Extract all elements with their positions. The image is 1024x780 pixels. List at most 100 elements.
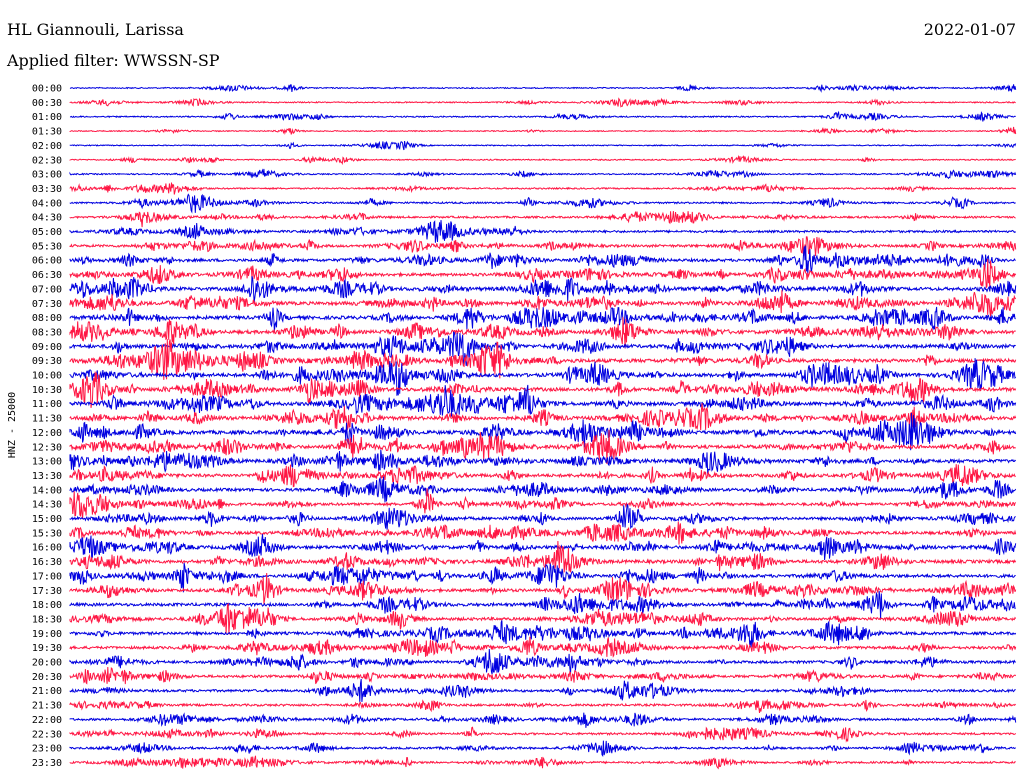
- tick-label-0430: 04:30: [32, 213, 62, 224]
- trace-1600: [69, 534, 1017, 561]
- trace-2330: [69, 755, 1016, 770]
- tick-label-0800: 08:00: [32, 313, 62, 324]
- trace-1100: [69, 384, 1017, 418]
- trace-0130: [69, 126, 1017, 136]
- tick-label-1730: 17:30: [32, 586, 62, 597]
- trace-0800: [69, 306, 1016, 332]
- trace-0600: [69, 245, 1016, 275]
- trace-2200: [69, 712, 1017, 728]
- trace-0930: [69, 339, 1017, 380]
- trace-2300: [69, 740, 1016, 757]
- tick-label-0000: 00:00: [32, 84, 62, 95]
- tick-label-0200: 02:00: [32, 141, 62, 152]
- trace-0330: [69, 182, 1017, 195]
- trace-1700: [69, 562, 1016, 593]
- trace-0430: [69, 211, 1016, 228]
- tick-label-0930: 09:30: [32, 356, 62, 367]
- tick-label-0730: 07:30: [32, 299, 62, 310]
- tick-label-1100: 11:00: [32, 399, 62, 410]
- tick-label-2230: 22:30: [32, 729, 62, 740]
- trace-0500: [69, 220, 1017, 243]
- tick-label-2130: 21:30: [32, 701, 62, 712]
- tick-label-2030: 20:30: [32, 672, 62, 683]
- trace-1800: [69, 591, 1016, 620]
- tick-label-group: 00:00 00:30 01:00 01:30 02:00 02:30 03:00 03:30…: [32, 84, 62, 769]
- tick-label-0900: 09:00: [32, 342, 62, 353]
- trace-1900: [69, 620, 1017, 649]
- tick-label-1430: 14:30: [32, 500, 62, 511]
- trace-0100: [69, 110, 1016, 122]
- tick-label-2200: 22:00: [32, 715, 62, 726]
- tick-label-1500: 15:00: [32, 514, 62, 525]
- trace-0000: [69, 83, 1017, 93]
- tick-label-0830: 08:30: [32, 327, 62, 338]
- tick-label-1300: 13:00: [32, 457, 62, 468]
- tick-label-1030: 10:30: [32, 385, 62, 396]
- tick-label-0530: 05:30: [32, 241, 62, 252]
- trace-0630: [69, 258, 1017, 290]
- tick-label-2100: 21:00: [32, 686, 62, 697]
- tick-label-0130: 01:30: [32, 127, 62, 138]
- tick-label-0700: 07:00: [32, 284, 62, 295]
- trace-2000: [69, 648, 1017, 675]
- filter-label: Applied filter: WWSSN-SP: [7, 51, 220, 70]
- tick-label-2300: 23:00: [32, 744, 62, 755]
- trace-1330: [69, 464, 1016, 488]
- tick-label-1700: 17:00: [32, 571, 62, 582]
- tick-label-1000: 10:00: [32, 371, 62, 382]
- trace-1630: [69, 540, 1017, 573]
- tick-label-1130: 11:30: [32, 414, 62, 425]
- tick-label-2330: 23:30: [32, 758, 62, 769]
- tick-label-1630: 16:30: [32, 557, 62, 568]
- tick-label-1800: 18:00: [32, 600, 62, 611]
- tick-label-0330: 03:30: [32, 184, 62, 195]
- trace-1300: [69, 449, 1017, 475]
- tick-label-1830: 18:30: [32, 614, 62, 625]
- tick-label-0300: 03:00: [32, 170, 62, 181]
- trace-2030: [69, 666, 1017, 685]
- trace-1430: [69, 488, 1017, 519]
- tick-label-0230: 02:30: [32, 155, 62, 166]
- trace-1500: [69, 503, 1016, 530]
- tick-label-1530: 15:30: [32, 528, 62, 539]
- trace-1830: [69, 602, 1017, 635]
- trace-1530: [69, 521, 1017, 545]
- trace-0200: [69, 140, 1017, 151]
- station-title: HL Giannouli, Larissa: [7, 20, 184, 39]
- y-axis-label: HNZ - 25000: [7, 392, 18, 458]
- trace-group: [69, 83, 1017, 770]
- tick-label-0400: 04:00: [32, 198, 62, 209]
- trace-1930: [69, 636, 1017, 658]
- trace-2100: [69, 678, 1016, 702]
- trace-1130: [69, 403, 1017, 431]
- trace-0900: [69, 331, 1016, 367]
- tick-label-1400: 14:00: [32, 485, 62, 496]
- trace-0400: [69, 193, 1016, 214]
- trace-2130: [69, 698, 1017, 713]
- tick-label-1330: 13:30: [32, 471, 62, 482]
- trace-0730: [69, 290, 1017, 317]
- trace-1230: [69, 429, 1016, 465]
- tick-label-0100: 01:00: [32, 112, 62, 123]
- trace-1400: [69, 476, 1017, 503]
- tick-label-1900: 19:00: [32, 629, 62, 640]
- trace-1030: [69, 371, 1017, 408]
- tick-label-1200: 12:00: [32, 428, 62, 439]
- trace-1200: [69, 412, 1017, 451]
- trace-0530: [69, 236, 1017, 257]
- tick-label-0600: 06:00: [32, 256, 62, 267]
- trace-0030: [69, 97, 1016, 108]
- tick-label-0030: 00:30: [32, 98, 62, 109]
- trace-0230: [69, 154, 1016, 166]
- tick-label-1600: 16:00: [32, 543, 62, 554]
- trace-0300: [69, 168, 1017, 180]
- date-label: 2022-01-07: [923, 20, 1016, 39]
- tick-label-0630: 06:30: [32, 270, 62, 281]
- tick-label-1930: 19:30: [32, 643, 62, 654]
- tick-label-0500: 05:00: [32, 227, 62, 238]
- trace-0700: [69, 276, 1017, 303]
- tick-label-2000: 20:00: [32, 658, 62, 669]
- tick-label-1230: 12:30: [32, 442, 62, 453]
- trace-1730: [69, 572, 1017, 604]
